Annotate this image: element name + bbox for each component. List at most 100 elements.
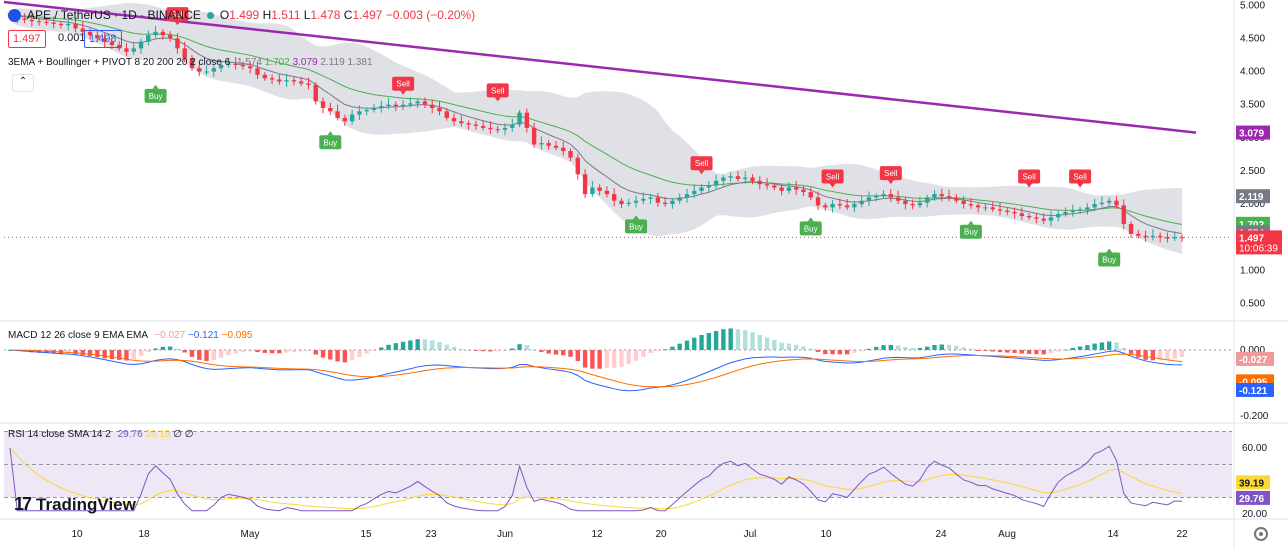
candle-body [226, 63, 231, 65]
candle-body [1034, 217, 1039, 219]
ema-20-line [9, 14, 1183, 225]
macd-histogram-bar [655, 350, 661, 351]
macd-histogram-bar [1012, 350, 1017, 353]
macd-histogram-bar [925, 346, 930, 350]
macd-histogram-bar [400, 341, 406, 350]
candle-body [298, 81, 304, 84]
macd-histogram-bar [320, 350, 326, 358]
macd-histogram-bar [1056, 350, 1061, 352]
macd-histogram-bar [349, 350, 355, 361]
spread-value: 0.001 [58, 32, 86, 44]
macd-histogram-bar [546, 350, 551, 354]
tradingview-mark-icon: 17 [14, 494, 32, 514]
macd-histogram-bar [1114, 342, 1119, 350]
macd-histogram-bar [648, 350, 653, 354]
buy-price-box[interactable]: 1.498 [84, 30, 122, 48]
candle-body [306, 83, 311, 85]
candle-body [313, 84, 318, 102]
macd-histogram-bar [874, 346, 879, 350]
macd-histogram-bar [619, 350, 624, 367]
candle-body [1157, 235, 1163, 238]
collapse-legend-button[interactable]: ⌃ [12, 74, 34, 92]
candle-body [757, 180, 762, 185]
rsi-tag [1236, 490, 1270, 505]
macd-histogram-bar [961, 347, 966, 350]
rsi-sma-line [9, 447, 1183, 510]
candle-body [291, 80, 297, 82]
time-tick-label: May [241, 529, 260, 540]
candle-body [1143, 235, 1148, 238]
symbol-title[interactable]: APE / TetherUS · 1D · BINANCE [27, 8, 201, 22]
candle-body [531, 127, 537, 145]
macd-histogram-bar [1179, 350, 1185, 357]
candle-body [612, 194, 617, 201]
gear-icon[interactable] [1254, 527, 1268, 541]
candle-body [29, 19, 35, 22]
macd-histogram-bar [364, 350, 369, 354]
macd-histogram-bar [269, 350, 275, 354]
macd-histogram-bar [888, 344, 894, 350]
candle-body [582, 174, 588, 195]
candle-body [510, 124, 515, 128]
macd-histogram-bar [1136, 350, 1141, 358]
sell-signal-pointer [494, 97, 501, 102]
sell-signal [486, 83, 509, 98]
buy-signal [144, 88, 167, 103]
ohlc-readout: O1.499 H1.511 L1.478 C1.497 −0.003 (−0.2… [219, 8, 476, 22]
rsi-tag [1236, 475, 1270, 490]
candle-body [1165, 237, 1170, 239]
candle-body [597, 187, 602, 191]
candle-body [451, 117, 457, 122]
macd-histogram-bar [138, 350, 144, 357]
candle-body [459, 121, 464, 124]
macd-histogram-bar [721, 329, 726, 350]
candle-body [320, 101, 326, 108]
candle-body [539, 143, 544, 145]
macd-histogram-bar [480, 350, 486, 352]
candle-body [328, 108, 333, 112]
candle-body [1092, 204, 1097, 208]
candle-body [124, 48, 129, 52]
macd-histogram-bar [1143, 350, 1148, 360]
macd-histogram-bar [786, 343, 792, 350]
macd-histogram-bar [240, 350, 246, 353]
candle-body [874, 196, 879, 198]
candle-body [284, 80, 289, 82]
macd-histogram-bar [553, 350, 559, 355]
price-tick-label: 4.500 [1240, 33, 1265, 44]
macd-histogram-bar [728, 328, 733, 350]
candle-body [233, 63, 238, 65]
candle-body [131, 48, 136, 52]
candle-body [866, 197, 872, 201]
candle-body [160, 31, 166, 36]
candle-body [1056, 214, 1061, 218]
candle-body [895, 197, 901, 201]
macd-histogram-bar [379, 347, 384, 350]
macd-histogram-bar [539, 350, 544, 352]
macd-histogram-bar [597, 350, 602, 369]
macd-histogram-bar [175, 348, 180, 350]
ema-legend[interactable]: 3EMA + Boullinger + PIVOT 8 20 200 20 2 … [8, 57, 373, 68]
macd-histogram-bar [1121, 347, 1126, 350]
time-tick-label: 15 [360, 529, 372, 540]
sell-signal-label: Sell [695, 159, 709, 168]
candle-body [95, 35, 100, 39]
macd-histogram-bar [670, 346, 675, 350]
rsi-legend[interactable]: RSI 14 close SMA 14 2 29.76 39.19 ∅ ∅ [8, 429, 194, 440]
candle-body [823, 205, 828, 208]
macd-legend[interactable]: MACD 12 26 close 9 EMA EMA −0.027 −0.121… [8, 330, 253, 341]
macd-histogram-bar [1070, 347, 1075, 350]
candle-body [488, 127, 493, 130]
candle-body [743, 177, 748, 179]
macd-histogram-bar [1128, 350, 1134, 354]
buy-signal-pointer [633, 215, 640, 220]
macd-histogram-bar [968, 348, 974, 350]
sell-signal-pointer [400, 90, 407, 95]
candle-body [22, 18, 27, 20]
buy-signal-pointer [327, 131, 334, 136]
candle-body [641, 198, 646, 201]
sell-price-box[interactable]: 1.497 [8, 30, 46, 48]
candle-body [357, 111, 362, 115]
candle-body [561, 147, 566, 152]
